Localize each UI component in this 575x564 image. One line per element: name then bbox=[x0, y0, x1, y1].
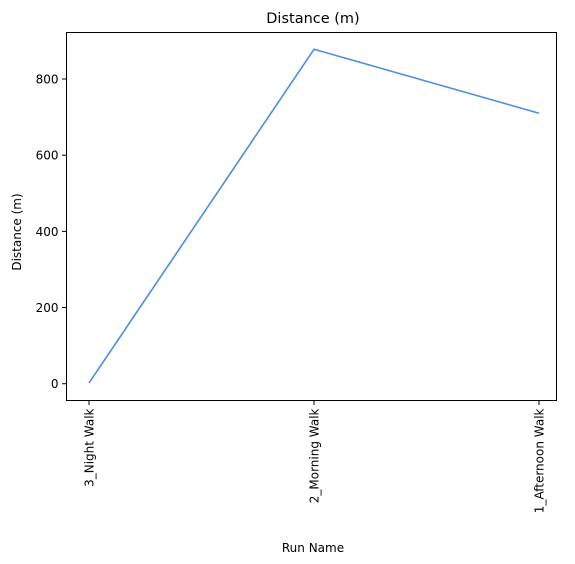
y-tick-label: 400 bbox=[36, 225, 59, 239]
x-axis: 3_Night Walk 2_Morning Walk 1_Afternoon Wa… bbox=[83, 400, 547, 513]
y-axis: 0 200 400 600 800 bbox=[36, 72, 67, 391]
series-layer bbox=[88, 48, 540, 384]
y-tick-label: 600 bbox=[36, 149, 59, 163]
x-tick-label: 1_Afternoon Walk bbox=[533, 408, 547, 513]
x-tick-label: 2_Morning Walk bbox=[308, 408, 322, 503]
series-line bbox=[88, 48, 540, 384]
y-tick-label: 800 bbox=[36, 72, 59, 86]
y-axis-label: Distance (m) bbox=[10, 193, 24, 270]
plot-area-frame bbox=[66, 32, 557, 401]
y-tick-label: 0 bbox=[51, 377, 59, 391]
y-tick-label: 200 bbox=[36, 301, 59, 315]
chart-title: Distance (m) bbox=[266, 11, 359, 27]
x-tick-label: 3_Night Walk bbox=[83, 408, 97, 486]
x-axis-label: Run Name bbox=[282, 541, 344, 555]
